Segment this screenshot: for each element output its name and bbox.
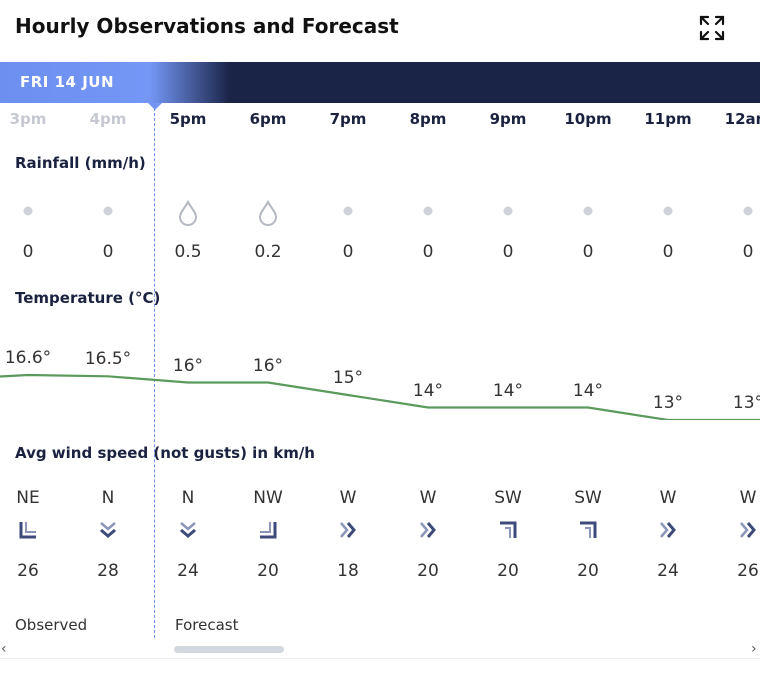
arrow-sw-icon <box>488 519 528 541</box>
temperature-value: 13° <box>652 393 684 413</box>
wind-direction: SW <box>574 488 602 508</box>
arrow-w-icon <box>648 519 688 541</box>
wind-speed-value: 26 <box>737 561 759 581</box>
wind-speed-value: 24 <box>177 561 199 581</box>
rainfall-value: 0 <box>102 242 114 262</box>
wind-direction: NE <box>16 488 40 508</box>
hour-label: 11pm <box>644 110 692 128</box>
temperature-value: 13° <box>732 393 760 413</box>
temperature-value: 16° <box>172 355 204 376</box>
wind-speed-value: 20 <box>577 561 599 581</box>
wind-speed-value: 26 <box>17 561 39 581</box>
scroll-left-icon[interactable]: ‹ <box>1 641 7 657</box>
wind-direction: NW <box>253 488 283 508</box>
rainfall-value: 0 <box>422 242 434 262</box>
temperature-value: 16° <box>252 355 284 376</box>
wind-speed-value: 28 <box>97 561 119 581</box>
rainfall-value: 0 <box>502 242 514 262</box>
bottom-divider <box>0 658 760 659</box>
rainfall-value: 0 <box>22 242 34 262</box>
hour-label: 5pm <box>169 110 207 128</box>
wind-direction: W <box>339 488 357 508</box>
temperature-chart <box>0 373 760 420</box>
arrow-n-icon <box>88 519 128 541</box>
no-rain-dot-icon <box>408 205 448 217</box>
wind-direction: SW <box>494 488 522 508</box>
arrow-nw-icon <box>248 519 288 541</box>
arrow-w-icon <box>728 519 760 541</box>
wind-direction: W <box>419 488 437 508</box>
wind-direction: N <box>101 488 115 508</box>
wind-heading: Avg wind speed (not gusts) in km/h <box>15 444 315 462</box>
forecast-label: Forecast <box>175 616 239 634</box>
wind-speed-value: 24 <box>657 561 679 581</box>
no-rain-dot-icon <box>488 205 528 217</box>
no-rain-dot-icon <box>568 205 608 217</box>
scroll-right-icon[interactable]: › <box>751 641 757 657</box>
wind-direction: W <box>739 488 757 508</box>
wind-direction: N <box>181 488 195 508</box>
wind-speed-value: 20 <box>417 561 439 581</box>
rainfall-value: 0.5 <box>174 242 202 262</box>
rainfall-value: 0 <box>582 242 594 262</box>
day-label: FRI 14 JUN <box>20 73 115 91</box>
hour-label: 4pm <box>89 110 127 128</box>
hour-label: 9pm <box>489 110 527 128</box>
hour-label: 10pm <box>564 110 612 128</box>
no-rain-dot-icon <box>88 205 128 217</box>
raindrop-icon <box>168 200 208 226</box>
arrow-w-icon <box>328 519 368 541</box>
wind-speed-value: 20 <box>497 561 519 581</box>
day-bar: FRI 14 JUN <box>0 62 760 103</box>
wind-speed-value: 20 <box>257 561 279 581</box>
hour-label: 3pm <box>9 110 47 128</box>
scrollbar-thumb[interactable] <box>174 646 284 653</box>
temperature-value: 14° <box>412 380 444 401</box>
temperature-line <box>0 373 760 420</box>
wind-direction: W <box>659 488 677 508</box>
temperature-value: 14° <box>572 380 604 401</box>
rainfall-value: 0 <box>342 242 354 262</box>
no-rain-dot-icon <box>8 205 48 217</box>
rainfall-heading: Rainfall (mm/h) <box>15 154 146 172</box>
temperature-value: 15° <box>332 368 364 388</box>
temperature-value: 16.6° <box>4 348 52 368</box>
no-rain-dot-icon <box>728 205 760 217</box>
temperature-value: 14° <box>492 380 524 401</box>
horizontal-scrollbar[interactable] <box>0 640 760 658</box>
page-title: Hourly Observations and Forecast <box>15 14 399 38</box>
now-marker <box>148 103 162 110</box>
no-rain-dot-icon <box>328 205 368 217</box>
wind-speed-value: 18 <box>337 561 359 581</box>
hour-label: 8pm <box>409 110 447 128</box>
temperature-heading: Temperature (°C) <box>15 289 161 307</box>
raindrop-icon <box>248 200 288 226</box>
hour-label: 6pm <box>249 110 287 128</box>
temperature-value: 16.5° <box>84 349 132 370</box>
arrow-sw-icon <box>568 519 608 541</box>
rainfall-value: 0.2 <box>254 242 282 262</box>
rainfall-value: 0 <box>662 242 674 262</box>
observed-label: Observed <box>15 616 88 634</box>
now-divider <box>154 103 155 638</box>
hour-label: 12am <box>724 110 760 128</box>
no-rain-dot-icon <box>648 205 688 217</box>
arrow-n-icon <box>168 519 208 541</box>
hour-label: 7pm <box>329 110 367 128</box>
rainfall-value: 0 <box>742 242 754 262</box>
arrow-ne-icon <box>8 519 48 541</box>
expand-icon[interactable] <box>698 14 726 42</box>
arrow-w-icon <box>408 519 448 541</box>
